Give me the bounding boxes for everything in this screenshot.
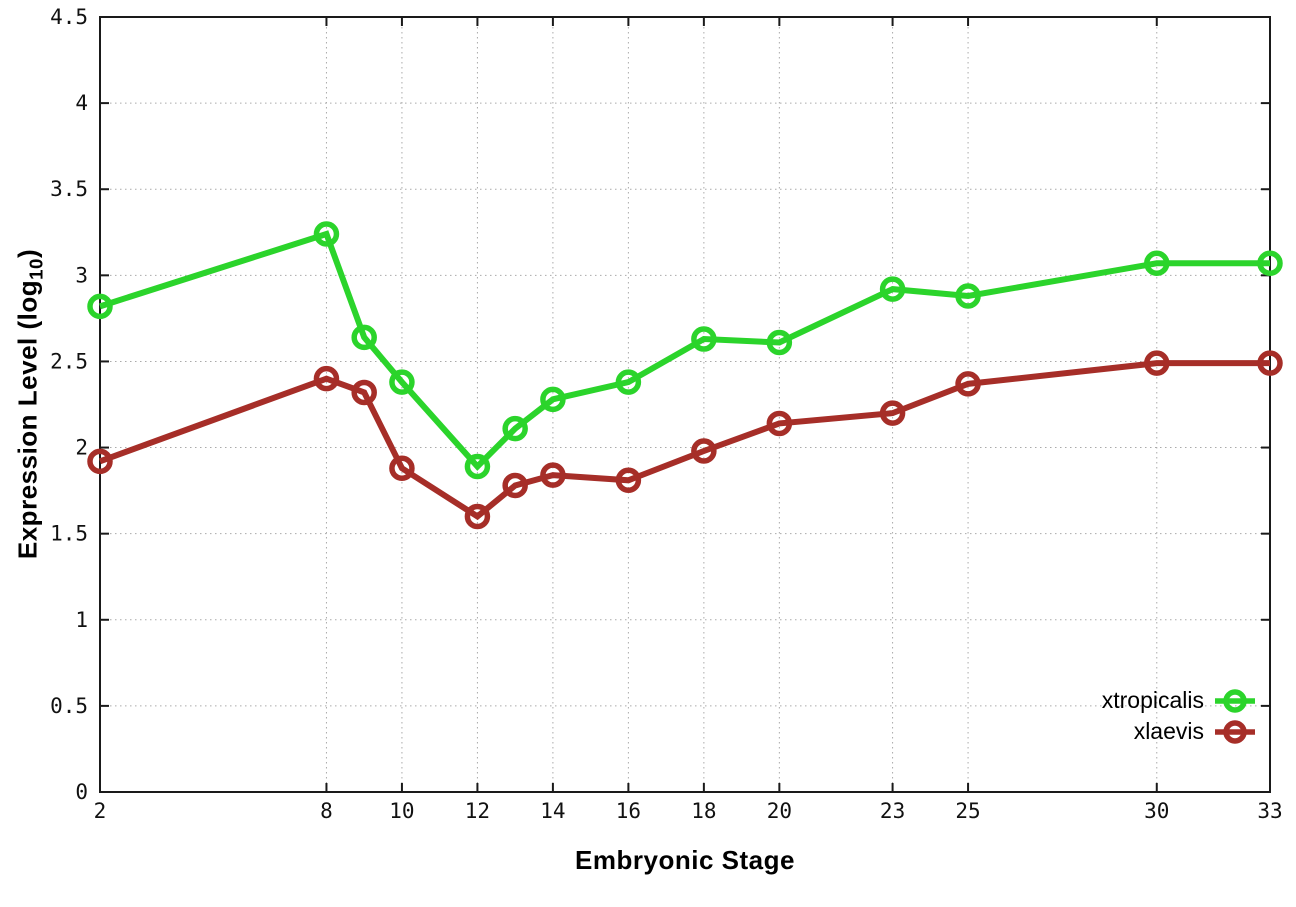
y-tick-label: 2.5: [50, 349, 88, 373]
data-point-xlaevis: [691, 438, 717, 464]
data-point-xtropicalis: [1257, 250, 1283, 277]
data-point-xlaevis: [1144, 350, 1170, 376]
data-point-xlaevis: [389, 455, 415, 481]
x-tick-label: 14: [540, 799, 565, 823]
data-point-xtropicalis: [540, 386, 566, 413]
y-tick-label: 0: [75, 780, 88, 804]
x-tick-label: 23: [880, 799, 905, 823]
legend-row-xtropicalis: xtropicalis: [1102, 685, 1256, 716]
series-line-xtropicalis: [99, 230, 1270, 471]
y-axis-title-subscript: 10: [25, 258, 47, 280]
series-line-xlaevis: [98, 360, 1270, 521]
data-point-xtropicalis: [766, 329, 793, 356]
legend-circle-sample: [1223, 719, 1247, 744]
data-point-xtropicalis: [879, 276, 906, 302]
data-point-xlaevis: [502, 472, 528, 499]
x-tick-label: 12: [465, 799, 490, 823]
data-point-xtropicalis: [955, 283, 981, 309]
legend-marker-xlaevis: [1215, 719, 1255, 744]
legend-label-xtropicalis: xtropicalis: [1101, 687, 1204, 713]
y-axis-title: Expression Level (log10): [12, 249, 47, 559]
y-axis-title-suffix: ): [12, 248, 43, 259]
x-tick-label: 25: [955, 799, 980, 823]
x-tick-label: 30: [1144, 799, 1169, 823]
legend-row-xlaevis: xlaevis: [1102, 716, 1256, 747]
y-tick-label: 4: [75, 91, 88, 115]
y-tick-label: 4.5: [50, 5, 88, 29]
x-axis-title: Embryonic Stage: [575, 845, 795, 875]
legend-label-xlaevis: xlaevis: [1133, 718, 1204, 744]
y-tick-label: 0.5: [50, 694, 88, 718]
data-point-xlaevis: [955, 371, 981, 397]
x-tick-label: 2: [94, 799, 107, 823]
x-tick-label: 10: [389, 799, 414, 823]
data-point-xtropicalis: [1144, 250, 1170, 277]
y-tick-label: 3: [75, 263, 88, 287]
data-point-xlaevis: [87, 448, 113, 475]
data-point-xtropicalis: [502, 415, 528, 442]
legend-circle-sample: [1223, 688, 1247, 713]
data-point-xlaevis: [615, 467, 642, 494]
x-tick-label: 8: [320, 799, 333, 823]
data-point-xlaevis: [766, 410, 793, 437]
y-tick-label: 1: [75, 608, 88, 632]
data-point-xlaevis: [1257, 350, 1283, 376]
data-point-xlaevis: [879, 400, 906, 426]
y-axis-title-text: Expression Level (log: [12, 279, 43, 560]
data-point-xtropicalis: [615, 369, 642, 395]
data-point-xtropicalis: [87, 293, 113, 320]
data-point-xtropicalis: [313, 221, 340, 247]
x-tick-label: 20: [767, 799, 792, 823]
legend: xtropicalis xlaevis: [1102, 685, 1256, 747]
legend-marker-xtropicalis: [1215, 688, 1255, 713]
data-point-xtropicalis: [351, 324, 377, 351]
y-tick-label: 2: [75, 436, 88, 460]
data-point-xlaevis: [351, 379, 377, 406]
data-point-xlaevis: [540, 462, 566, 488]
y-tick-label: 3.5: [50, 177, 88, 201]
data-point-xlaevis: [313, 365, 340, 392]
x-tick-label: 33: [1257, 799, 1282, 823]
data-point-xtropicalis: [389, 369, 415, 395]
y-tick-label: 1.5: [50, 522, 88, 546]
data-point-xlaevis: [464, 503, 491, 530]
data-point-xtropicalis: [691, 326, 717, 352]
x-tick-label: 16: [616, 799, 641, 823]
x-tick-label: 18: [691, 799, 716, 823]
data-point-xtropicalis: [464, 453, 491, 480]
plot-border: [99, 16, 1271, 793]
